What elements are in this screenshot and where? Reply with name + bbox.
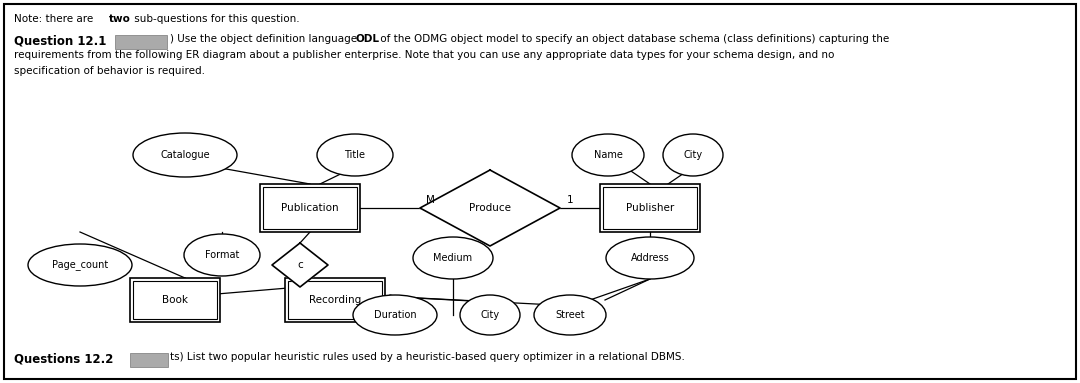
Text: Note: there are: Note: there are: [14, 14, 96, 24]
Text: Format: Format: [205, 250, 239, 260]
Ellipse shape: [184, 234, 260, 276]
FancyBboxPatch shape: [264, 187, 357, 229]
Text: City: City: [684, 150, 703, 160]
FancyBboxPatch shape: [130, 353, 168, 367]
Ellipse shape: [353, 295, 437, 335]
Text: ) Use the object definition language: ) Use the object definition language: [170, 34, 361, 44]
Text: Publication: Publication: [281, 203, 339, 213]
Ellipse shape: [460, 295, 519, 335]
Text: Publisher: Publisher: [626, 203, 674, 213]
Ellipse shape: [663, 134, 723, 176]
FancyBboxPatch shape: [133, 281, 217, 319]
FancyBboxPatch shape: [603, 187, 697, 229]
Text: Duration: Duration: [374, 310, 416, 320]
Text: Question 12.1: Question 12.1: [14, 34, 106, 47]
Ellipse shape: [572, 134, 644, 176]
Polygon shape: [272, 243, 328, 287]
FancyBboxPatch shape: [260, 184, 360, 232]
Text: City: City: [481, 310, 500, 320]
Text: ts) List two popular heuristic rules used by a heuristic-based query optimizer i: ts) List two popular heuristic rules use…: [170, 352, 685, 362]
Text: 1: 1: [567, 195, 573, 205]
FancyBboxPatch shape: [114, 35, 167, 49]
Text: Catalogue: Catalogue: [160, 150, 210, 160]
Ellipse shape: [28, 244, 132, 286]
Ellipse shape: [318, 134, 393, 176]
Ellipse shape: [534, 295, 606, 335]
Text: Produce: Produce: [469, 203, 511, 213]
Ellipse shape: [133, 133, 237, 177]
Text: c: c: [297, 260, 302, 270]
Text: Title: Title: [345, 150, 365, 160]
Text: Street: Street: [555, 310, 584, 320]
Polygon shape: [420, 170, 561, 246]
Text: requirements from the following ER diagram about a publisher enterprise. Note th: requirements from the following ER diagr…: [14, 50, 835, 60]
Text: specification of behavior is required.: specification of behavior is required.: [14, 66, 205, 76]
FancyBboxPatch shape: [130, 278, 220, 322]
Text: of the ODMG object model to specify an object database schema (class definitions: of the ODMG object model to specify an o…: [377, 34, 889, 44]
FancyBboxPatch shape: [600, 184, 700, 232]
Ellipse shape: [606, 237, 694, 279]
Text: Medium: Medium: [433, 253, 473, 263]
Text: Recording: Recording: [309, 295, 361, 305]
Text: Page_count: Page_count: [52, 260, 108, 270]
Text: Address: Address: [631, 253, 670, 263]
FancyBboxPatch shape: [288, 281, 382, 319]
Text: Questions 12.2: Questions 12.2: [14, 352, 113, 365]
Text: Name: Name: [594, 150, 622, 160]
FancyBboxPatch shape: [285, 278, 384, 322]
Text: ODL: ODL: [355, 34, 379, 44]
Text: sub-questions for this question.: sub-questions for this question.: [131, 14, 299, 24]
Ellipse shape: [413, 237, 492, 279]
Text: two: two: [109, 14, 131, 24]
Text: M: M: [426, 195, 434, 205]
Text: Book: Book: [162, 295, 188, 305]
